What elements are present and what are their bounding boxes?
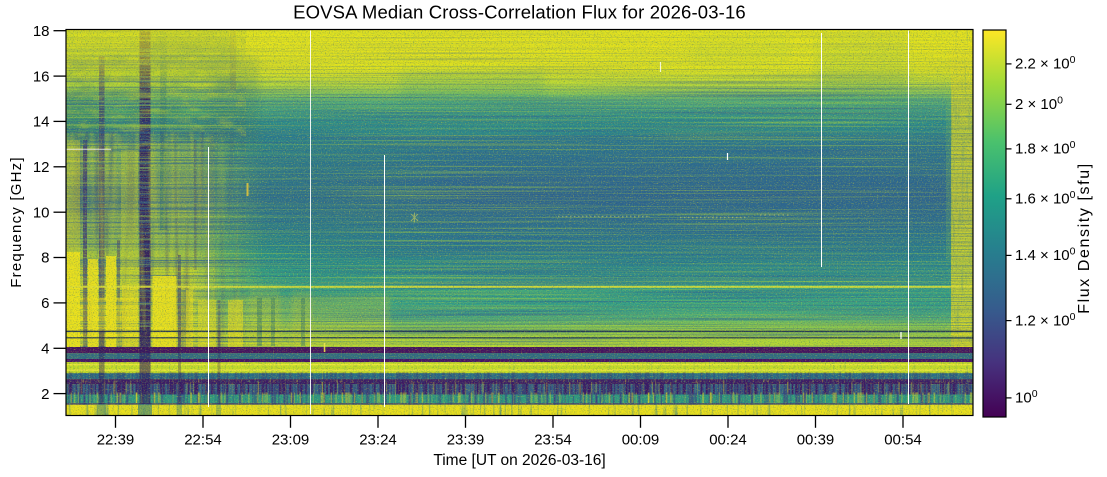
svg-text:1.6 × 100: 1.6 × 100: [1015, 189, 1076, 208]
svg-text:6: 6: [41, 295, 49, 312]
svg-text:2 × 100: 2 × 100: [1015, 95, 1063, 114]
svg-text:23:54: 23:54: [534, 431, 572, 448]
svg-text:00:54: 00:54: [884, 431, 922, 448]
svg-text:1.4 × 100: 1.4 × 100: [1015, 246, 1076, 265]
svg-text:23:39: 23:39: [447, 431, 485, 448]
svg-text:22:54: 22:54: [184, 431, 222, 448]
svg-text:22:39: 22:39: [97, 431, 135, 448]
svg-text:EOVSA Median Cross-Correlation: EOVSA Median Cross-Correlation Flux for …: [293, 2, 746, 23]
svg-text:1.2 × 100: 1.2 × 100: [1015, 311, 1076, 330]
svg-text:16: 16: [33, 68, 50, 85]
svg-text:23:09: 23:09: [272, 431, 310, 448]
svg-text:14: 14: [33, 114, 50, 131]
svg-text:2: 2: [41, 386, 49, 403]
svg-text:8: 8: [41, 250, 49, 267]
svg-text:00:24: 00:24: [709, 431, 747, 448]
svg-text:2.2 × 100: 2.2 × 100: [1015, 54, 1076, 73]
svg-text:Time [UT on 2026-03-16]: Time [UT on 2026-03-16]: [433, 452, 605, 469]
svg-text:23:24: 23:24: [359, 431, 397, 448]
svg-text:00:39: 00:39: [797, 431, 835, 448]
svg-text:Flux Density [sfu]: Flux Density [sfu]: [1076, 162, 1093, 314]
svg-text:Frequency [GHz]: Frequency [GHz]: [8, 156, 25, 287]
svg-text:18: 18: [33, 23, 50, 40]
svg-text:10: 10: [33, 204, 50, 221]
svg-text:12: 12: [33, 159, 50, 176]
svg-text:4: 4: [41, 341, 49, 358]
svg-text:1.8 × 100: 1.8 × 100: [1015, 139, 1076, 158]
svg-text:00:09: 00:09: [622, 431, 660, 448]
